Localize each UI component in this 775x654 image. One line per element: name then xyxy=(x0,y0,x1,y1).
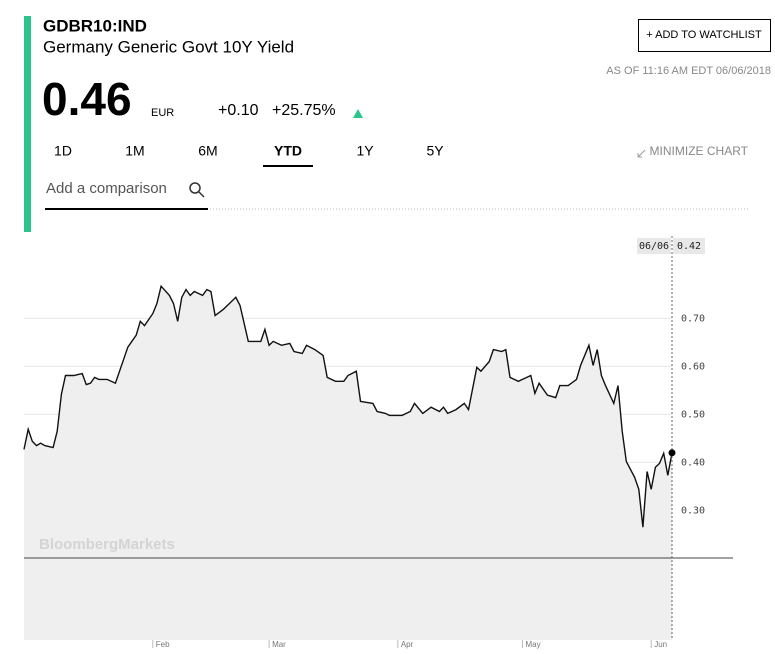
as-of: AS OF 11:16 AM EDT 06/06/2018 xyxy=(606,65,771,77)
price: 0.46 xyxy=(42,73,132,125)
crosshair-date: 06/06 xyxy=(639,241,669,252)
watchlist-label[interactable]: + ADD TO WATCHLIST xyxy=(646,29,762,41)
change: +0.10 xyxy=(218,102,259,119)
change-pct: +25.75% xyxy=(272,102,336,119)
search-icon-handle xyxy=(198,191,205,198)
security-name: Germany Generic Govt 10Y Yield xyxy=(43,37,294,56)
up-arrow xyxy=(353,109,363,118)
range-tab[interactable]: 6M xyxy=(198,143,217,159)
range-tab[interactable]: 1D xyxy=(54,143,72,159)
range-tab[interactable]: YTD xyxy=(274,143,302,159)
crosshair-value-box xyxy=(673,238,705,254)
y-tick-label: 0.50 xyxy=(681,409,705,420)
y-tick-label: 0.60 xyxy=(681,361,705,372)
minimize-icon[interactable] xyxy=(637,149,646,158)
plot: 0.70 0.60 0.50 0.40 0.30 BloombergMarkets 06/0… xyxy=(23,232,733,649)
x-tick-label: Jun xyxy=(654,640,667,649)
x-tick-label: Mar xyxy=(272,640,286,649)
currency: EUR xyxy=(151,107,174,119)
area xyxy=(24,286,672,640)
ticker: GDBR10:IND xyxy=(43,16,147,35)
range-tab[interactable]: 1Y xyxy=(356,143,374,159)
range-tab[interactable]: 5Y xyxy=(426,143,444,159)
tab-underline xyxy=(263,165,313,167)
tabs: 1D 1M 6M YTD 1Y 5Y xyxy=(54,143,444,167)
watermark: BloombergMarkets xyxy=(39,536,175,553)
last-point xyxy=(668,449,676,457)
search-icon[interactable] xyxy=(189,182,201,194)
x-tick-label: May xyxy=(525,640,540,649)
y-tick-label: 0.70 xyxy=(681,313,705,324)
x-tick-label: Feb xyxy=(156,640,170,649)
minimize-chart[interactable]: MINIMIZE CHART xyxy=(650,144,749,158)
crosshair-value: 0.42 xyxy=(677,241,701,252)
y-tick-label: 0.40 xyxy=(681,457,705,468)
crosshair-date-box xyxy=(637,238,671,254)
accent-bar xyxy=(24,16,31,442)
y-tick-label: 0.30 xyxy=(681,505,705,516)
watchlist-button[interactable] xyxy=(638,19,771,52)
line xyxy=(23,284,673,528)
comparison-input[interactable]: Add a comparison xyxy=(46,180,167,197)
x-tick-label: Apr xyxy=(401,640,414,649)
range-tab[interactable]: 1M xyxy=(125,143,144,159)
